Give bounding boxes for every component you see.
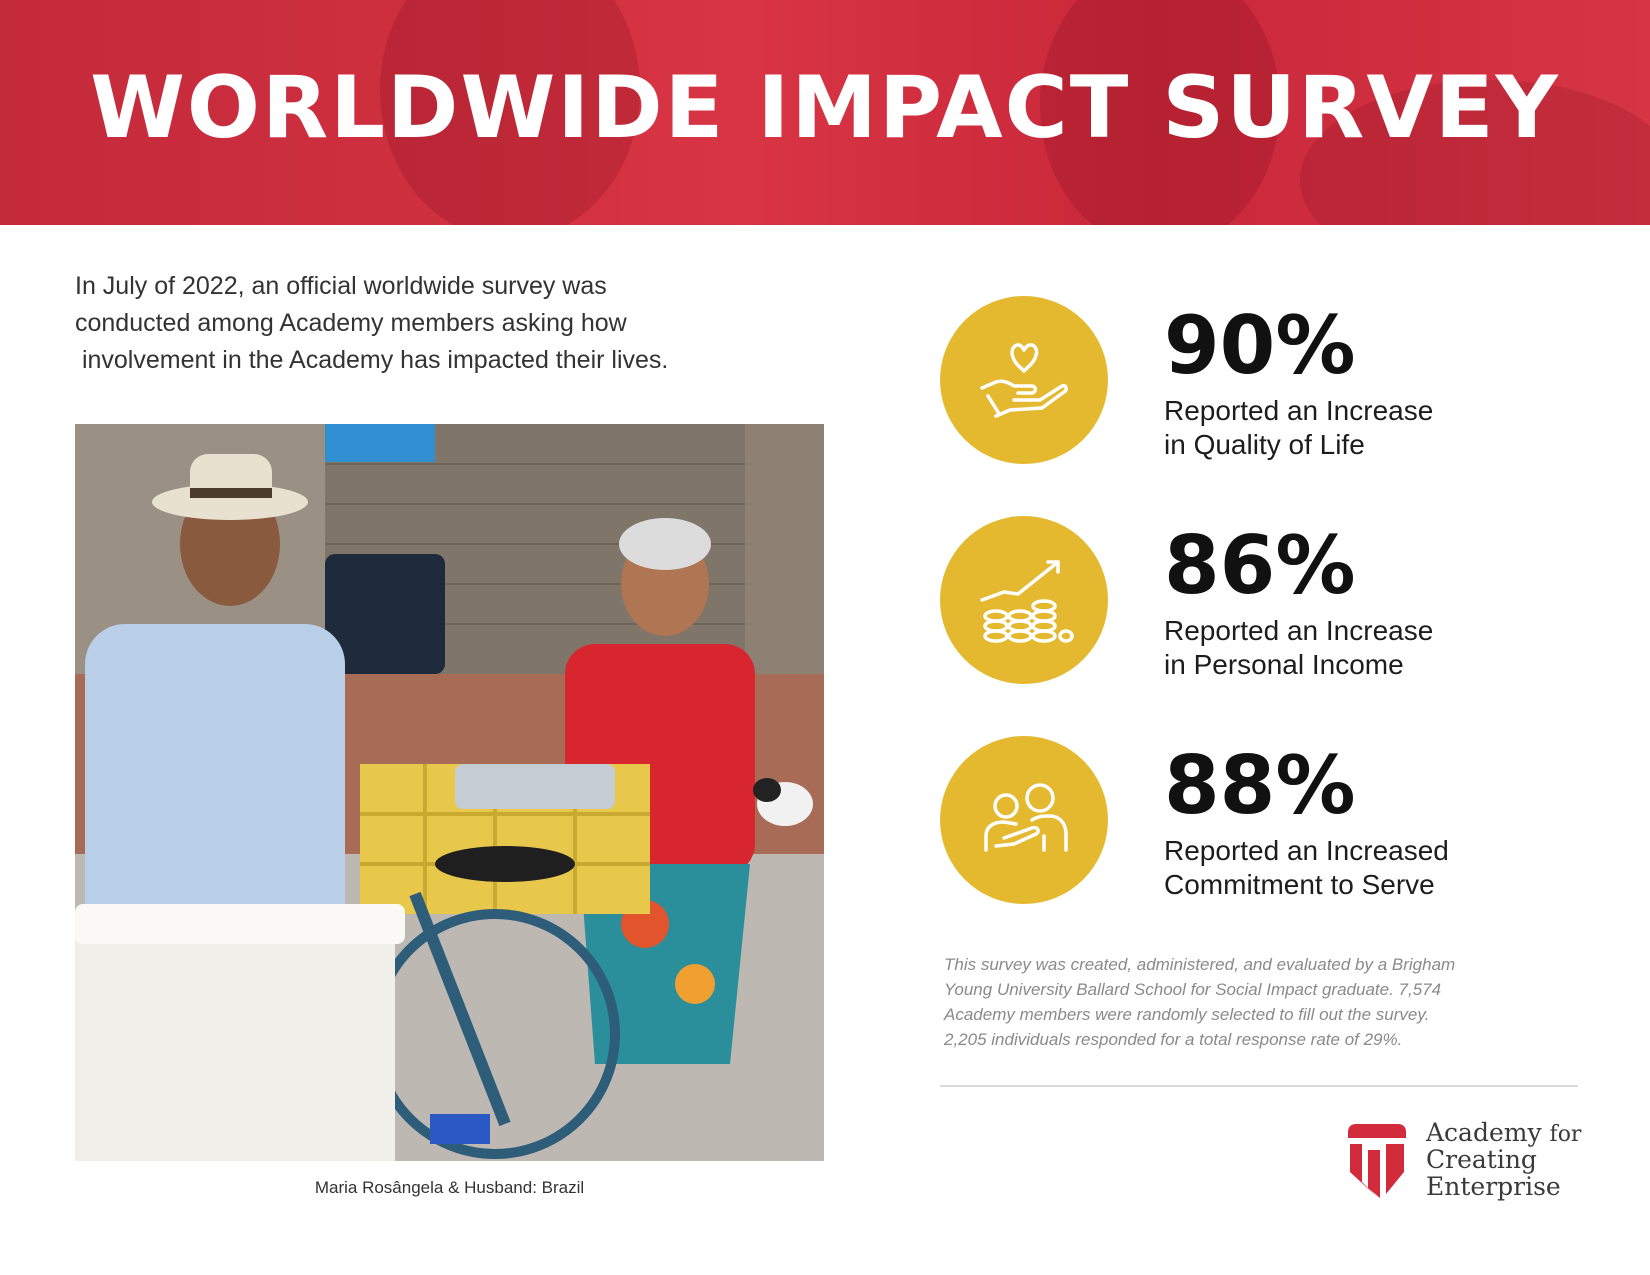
stat-commitment-to-serve: 88% Reported an Increased Commitment to … bbox=[940, 736, 1620, 906]
intro-line-1: In July of 2022, an official worldwide s… bbox=[75, 272, 607, 300]
couple-photo bbox=[75, 424, 824, 1161]
stat-quality-of-life: 90% Reported an Increase in Quality of L… bbox=[940, 296, 1620, 466]
stat-desc-line-2: Commitment to Serve bbox=[1164, 869, 1435, 900]
hand-heart-icon bbox=[980, 343, 1068, 418]
stat-description: Reported an Increase in Personal Income bbox=[1164, 614, 1433, 682]
stat-percent: 90% bbox=[1164, 299, 1356, 392]
photo-caption: Maria Rosângela & Husband: Brazil bbox=[314, 1178, 585, 1197]
photo-illustration bbox=[75, 424, 824, 1161]
logo-word-for: for bbox=[1549, 1122, 1582, 1147]
stat-icon-circle bbox=[940, 736, 1108, 904]
note-line-4: 2,205 individuals responded for a total … bbox=[944, 1030, 1403, 1049]
organization-logo: Academy for Creating Enterprise bbox=[1346, 1118, 1586, 1208]
stat-personal-income: 86% Reported an Increase in Personal Inc… bbox=[940, 516, 1620, 686]
stat-percent: 88% bbox=[1164, 739, 1356, 832]
stat-desc-line-2: in Personal Income bbox=[1164, 649, 1404, 680]
logo-wordmark-line-1: Academy for bbox=[1426, 1120, 1581, 1148]
stat-icon-circle bbox=[940, 296, 1108, 464]
divider bbox=[940, 1085, 1578, 1087]
shield-bars-logo-icon bbox=[1348, 1124, 1406, 1198]
survey-methodology-note: This survey was created, administered, a… bbox=[944, 952, 1584, 1052]
note-line-1: This survey was created, administered, a… bbox=[944, 955, 1456, 974]
note-line-3: Academy members were randomly selected t… bbox=[944, 1005, 1430, 1024]
page-title: WORLDWIDE IMPACT SURVEY bbox=[90, 58, 1560, 158]
logo-word-creating: Creating bbox=[1426, 1145, 1537, 1174]
stat-description: Reported an Increase in Quality of Life bbox=[1164, 394, 1433, 462]
stat-desc-line-2: in Quality of Life bbox=[1164, 429, 1365, 460]
coins-growth-icon bbox=[980, 560, 1074, 643]
people-support-icon bbox=[984, 783, 1068, 852]
stat-desc-line-1: Reported an Increase bbox=[1164, 395, 1434, 426]
stat-percent: 86% bbox=[1164, 519, 1356, 612]
stat-icon-circle bbox=[940, 516, 1108, 684]
intro-paragraph: In July of 2022, an official worldwide s… bbox=[75, 268, 795, 379]
logo-word-academy: Academy bbox=[1426, 1118, 1542, 1147]
intro-line-3: involvement in the Academy has impacted … bbox=[75, 346, 669, 374]
stat-desc-line-1: Reported an Increase bbox=[1164, 615, 1434, 646]
stat-desc-line-1: Reported an Increased bbox=[1164, 835, 1449, 866]
note-line-2: Young University Ballard School for Soci… bbox=[944, 980, 1442, 999]
header-banner: WORLDWIDE IMPACT SURVEY bbox=[0, 0, 1650, 225]
stat-description: Reported an Increased Commitment to Serv… bbox=[1164, 834, 1449, 902]
logo-word-enterprise: Enterprise bbox=[1426, 1172, 1561, 1201]
intro-line-2: conducted among Academy members asking h… bbox=[75, 309, 627, 337]
